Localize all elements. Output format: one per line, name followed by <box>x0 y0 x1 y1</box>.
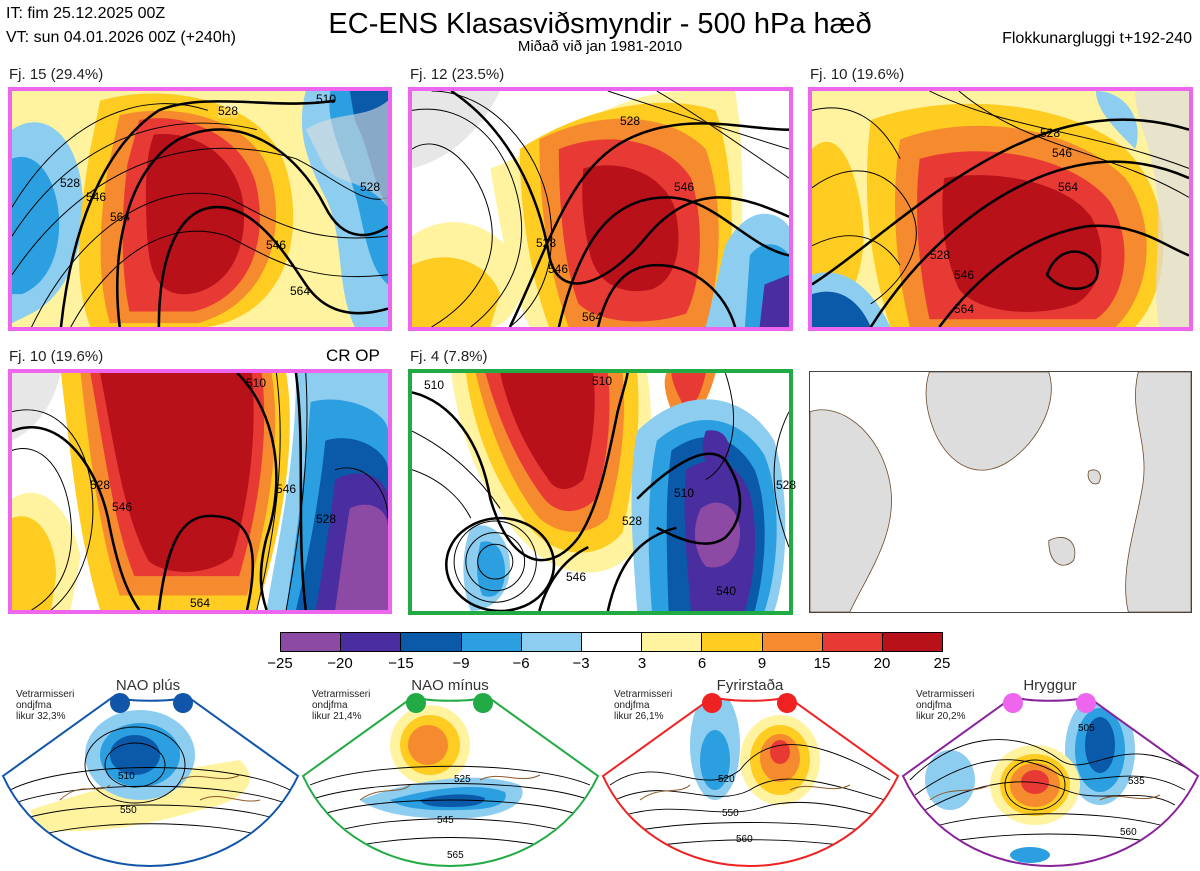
panel-label-2: Fj. 12 (23.5%) <box>410 66 505 83</box>
colorbar-tick: −9 <box>452 655 470 672</box>
colorbar-tick: −20 <box>327 655 353 672</box>
colorbar-tick: 3 <box>637 655 647 672</box>
contour-label: 520 <box>718 774 735 785</box>
colorbar-swatch-11 <box>882 633 943 651</box>
contour-label: 565 <box>447 850 464 861</box>
colorbar-swatch-8 <box>702 633 763 651</box>
regime-dot <box>777 693 797 713</box>
contour-label: 560 <box>736 834 753 845</box>
contour-label: 525 <box>454 774 471 785</box>
colorbar-tick: −3 <box>572 655 590 672</box>
contour-label: 560 <box>1120 827 1137 838</box>
contour-label: 550 <box>722 808 739 819</box>
cluster-map-4 <box>8 369 392 614</box>
init-time: IT: fim 25.12.2025 00Z <box>6 5 166 22</box>
regime-stat-nao-plus: Vetrarmisseri ondjfma likur 32,3% <box>16 689 74 722</box>
colorbar-swatch-9 <box>762 633 823 651</box>
stat-line: ondjfma <box>16 700 52 711</box>
cluster-map-3 <box>808 87 1193 331</box>
contour-label: 550 <box>120 805 137 816</box>
control-operational-tag: CR OP <box>326 346 380 365</box>
panel-label-4: Fj. 10 (19.6%) <box>9 348 104 365</box>
stat-line: ondjfma <box>312 700 348 711</box>
stat-line: likur 26,1% <box>614 711 664 722</box>
regime-title-nao-minus: NAO mínus <box>411 677 489 694</box>
page-subtitle: Miðað við jan 1981-2010 <box>517 38 683 55</box>
contour-label: 545 <box>437 815 454 826</box>
colorbar-swatch-4 <box>461 633 522 651</box>
colorbar-swatch-7 <box>642 633 703 651</box>
panel-label-1: Fj. 15 (29.4%) <box>9 66 104 83</box>
regime-dot <box>702 693 722 713</box>
stat-line: Vetrarmisseri <box>614 689 673 700</box>
panel-label-3: Fj. 10 (19.6%) <box>810 66 905 83</box>
colorbar-tick: 9 <box>757 655 767 672</box>
stat-line: Vetrarmisseri <box>916 689 975 700</box>
regime-title-nao-plus: NAO plús <box>115 677 181 694</box>
colorbar-swatch-6 <box>581 633 643 651</box>
regime-map-ridge <box>903 697 1198 866</box>
stat-line: Vetrarmisseri <box>312 689 371 700</box>
regime-dot <box>473 693 493 713</box>
regime-stat-ridge: Vetrarmisseri ondjfma likur 20,2% <box>916 689 974 722</box>
colorbar-tick: −25 <box>267 655 293 672</box>
colorbar <box>280 632 943 652</box>
regime-dot <box>406 693 426 713</box>
regime-stat-nao-minus: Vetrarmisseri ondjfma likur 21,4% <box>312 689 370 722</box>
stat-line: ondjfma <box>614 700 650 711</box>
colorbar-tick: 20 <box>873 655 891 672</box>
regime-title-blocking: Fyrirstaða <box>716 677 784 694</box>
colorbar-tick: 15 <box>813 655 831 672</box>
regime-map-nao-minus <box>303 697 598 866</box>
page-title: EC-ENS Klasasviðsmyndir - 500 hPa hæð <box>328 8 872 40</box>
regime-dot <box>110 693 130 713</box>
colorbar-swatch-3 <box>401 633 462 651</box>
colorbar-swatch-1 <box>281 633 342 651</box>
colorbar-swatch-2 <box>341 633 402 651</box>
colorbar-tick: −15 <box>388 655 414 672</box>
classification-window: Flokkunargluggi t+192-240 <box>1002 30 1192 47</box>
regime-dot <box>173 693 193 713</box>
regime-map-nao-plus <box>3 697 298 866</box>
valid-time: VT: sun 04.01.2026 00Z (+240h) <box>6 29 236 46</box>
colorbar-swatch-5 <box>521 633 582 651</box>
contour-label: 505 <box>1078 723 1095 734</box>
contour-label: 510 <box>118 771 135 782</box>
panel-label-5: Fj. 4 (7.8%) <box>410 348 488 365</box>
colorbar-tick: 25 <box>933 655 951 672</box>
cluster-map-1 <box>8 87 392 331</box>
cluster-map-5 <box>408 369 793 615</box>
cluster-map-2 <box>408 87 793 331</box>
colorbar-tick: 6 <box>697 655 707 672</box>
stat-line: ondjfma <box>916 700 952 711</box>
regime-dot <box>1003 693 1023 713</box>
regime-maps: 510 550 525 545 565 <box>1 693 1200 868</box>
colorbar-swatch-10 <box>822 633 883 651</box>
regime-stat-blocking: Vetrarmisseri ondjfma likur 26,1% <box>614 689 672 722</box>
stat-line: likur 20,2% <box>916 711 966 722</box>
stat-line: Vetrarmisseri <box>16 689 75 700</box>
regime-title-ridge: Hryggur <box>1023 677 1077 694</box>
colorbar-tick: −6 <box>512 655 530 672</box>
contour-label: 535 <box>1128 776 1145 787</box>
base-map <box>809 371 1192 613</box>
stat-line: likur 32,3% <box>16 711 66 722</box>
stat-line: likur 21,4% <box>312 711 362 722</box>
regime-dot <box>1076 693 1096 713</box>
